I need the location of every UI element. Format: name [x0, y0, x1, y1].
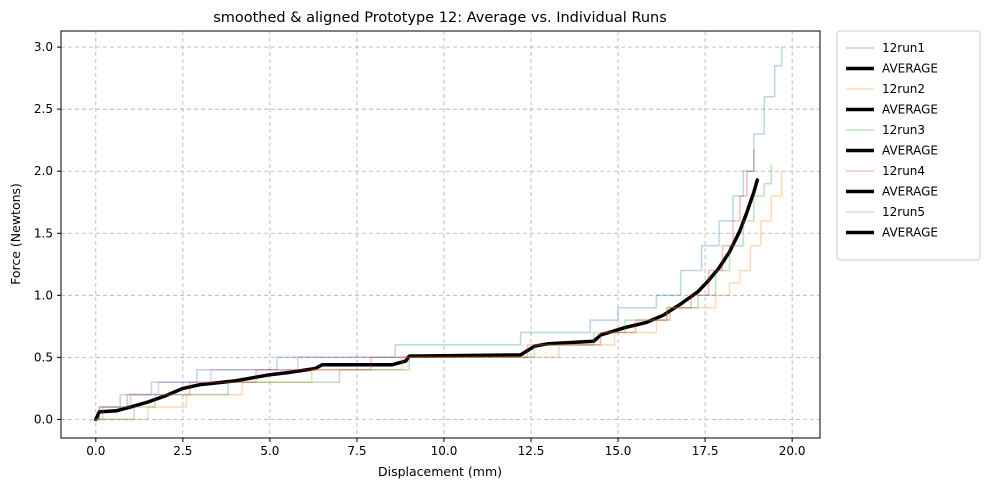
legend-entry-12run5: 12run5	[846, 205, 925, 219]
x-tick-label: 15.0	[605, 444, 632, 458]
series-line-12run4	[95, 149, 755, 421]
legend-label: AVERAGE	[882, 144, 938, 158]
series-line-average	[94, 178, 760, 422]
x-tick-label: 10.0	[431, 444, 458, 458]
y-tick-label: 0.0	[34, 412, 53, 426]
x-tick-label: 2.5	[173, 444, 192, 458]
legend-entry-average: AVERAGE	[846, 226, 938, 240]
y-axis: 0.0 0.5 1.0 1.5 2.0 2.5 3.0	[34, 40, 61, 426]
legend-entry-average: AVERAGE	[846, 185, 938, 199]
legend-label: 12run4	[882, 164, 925, 178]
y-tick-label: 2.5	[34, 102, 53, 116]
series-line-12run3	[95, 164, 773, 421]
series-line-12run5	[95, 356, 407, 421]
x-tick-label: 12.5	[518, 444, 545, 458]
y-tick-label: 0.5	[34, 350, 53, 364]
legend-label: 12run2	[882, 82, 925, 96]
legend-entry-12run3: 12run3	[846, 123, 925, 137]
legend: 12run1 AVERAGE 12run2 AVERAGE 12run3 AVERAGE 1…	[836, 30, 981, 261]
legend-entry-12run1: 12run1	[846, 41, 925, 55]
y-tick-label: 3.0	[34, 40, 53, 54]
x-tick-label: 17.5	[692, 444, 719, 458]
legend-entry-average: AVERAGE	[846, 144, 938, 158]
legend-label: AVERAGE	[882, 226, 938, 240]
x-tick-label: 7.5	[347, 444, 366, 458]
series-line-12run1	[95, 46, 783, 421]
legend-label: 12run3	[882, 123, 925, 137]
legend-label: AVERAGE	[882, 185, 938, 199]
series-group	[94, 46, 783, 422]
x-tick-label: 0.0	[86, 444, 105, 458]
legend-entry-12run4: 12run4	[846, 164, 925, 178]
x-axis-label: Displacement (mm)	[378, 464, 502, 479]
legend-box	[836, 30, 981, 261]
legend-label: AVERAGE	[882, 62, 938, 76]
grid	[61, 31, 820, 438]
y-axis-label: Force (Newtons)	[8, 183, 23, 285]
y-tick-label: 2.0	[34, 164, 53, 178]
x-tick-label: 5.0	[260, 444, 279, 458]
legend-label: 12run5	[882, 205, 925, 219]
legend-label: AVERAGE	[882, 103, 938, 117]
y-tick-label: 1.5	[34, 226, 53, 240]
legend-entry-12run2: 12run2	[846, 82, 925, 96]
y-tick-label: 1.0	[34, 288, 53, 302]
legend-entry-average: AVERAGE	[846, 103, 938, 117]
series-line-12run2	[95, 170, 783, 421]
x-axis: 0.0 2.5 5.0 7.5 10.0 12.5 15.0 17.5 20.0	[86, 438, 806, 458]
legend-label: 12run1	[882, 41, 925, 55]
chart-title: smoothed & aligned Prototype 12: Average…	[213, 10, 667, 26]
x-tick-label: 20.0	[779, 444, 806, 458]
legend-entry-average: AVERAGE	[846, 62, 938, 76]
plot-frame	[60, 30, 821, 439]
